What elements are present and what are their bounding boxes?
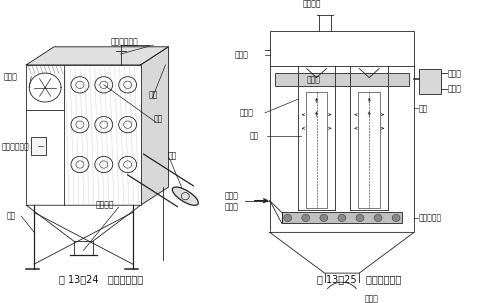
Text: 框架: 框架 bbox=[6, 211, 16, 221]
Bar bbox=[358, 92, 380, 208]
Bar bbox=[31, 137, 46, 155]
Circle shape bbox=[320, 214, 328, 221]
Polygon shape bbox=[26, 47, 168, 65]
Text: 滤筒: 滤筒 bbox=[250, 131, 259, 140]
Text: 静压箱: 静压箱 bbox=[3, 72, 17, 81]
Text: 箱体: 箱体 bbox=[419, 104, 428, 113]
Text: 含尘空: 含尘空 bbox=[225, 192, 239, 201]
Text: 脉冲阀: 脉冲阀 bbox=[448, 84, 462, 93]
Circle shape bbox=[284, 214, 292, 221]
Bar bbox=[419, 68, 441, 94]
Circle shape bbox=[392, 214, 400, 221]
Bar bbox=[270, 32, 414, 232]
Text: 气入口: 气入口 bbox=[225, 202, 239, 211]
Polygon shape bbox=[26, 205, 141, 241]
Text: 净气室: 净气室 bbox=[235, 51, 249, 59]
Text: 贮气包: 贮气包 bbox=[448, 69, 462, 78]
Text: 图 13－25   滤筒垂直布置: 图 13－25 滤筒垂直布置 bbox=[317, 275, 401, 285]
Text: 喷吹管: 喷吹管 bbox=[306, 75, 320, 84]
Circle shape bbox=[324, 282, 360, 303]
Circle shape bbox=[374, 214, 382, 221]
Text: 外壳: 外壳 bbox=[148, 90, 158, 99]
Text: 滤筒: 滤筒 bbox=[154, 115, 163, 124]
Circle shape bbox=[302, 214, 310, 221]
Circle shape bbox=[356, 214, 364, 221]
Text: 导流板: 导流板 bbox=[240, 108, 254, 117]
Text: 图 13－24   滤筒倾斜布置: 图 13－24 滤筒倾斜布置 bbox=[59, 275, 143, 285]
Text: 外盖: 外盖 bbox=[168, 151, 177, 160]
Circle shape bbox=[338, 214, 346, 221]
Text: 卸灰阀: 卸灰阀 bbox=[365, 294, 379, 303]
Text: 灰斗出口: 灰斗出口 bbox=[96, 201, 114, 210]
Polygon shape bbox=[270, 232, 414, 273]
Ellipse shape bbox=[172, 187, 198, 205]
Bar bbox=[275, 73, 409, 86]
Bar bbox=[306, 92, 327, 208]
Text: 压力表安装孔: 压力表安装孔 bbox=[1, 142, 29, 151]
Bar bbox=[282, 212, 402, 223]
Polygon shape bbox=[141, 47, 168, 205]
Text: 气流分布板: 气流分布板 bbox=[419, 213, 442, 222]
Text: 净气出口: 净气出口 bbox=[302, 0, 321, 9]
Bar bbox=[26, 65, 141, 205]
Text: 含尘气体入口: 含尘气体入口 bbox=[111, 38, 139, 47]
